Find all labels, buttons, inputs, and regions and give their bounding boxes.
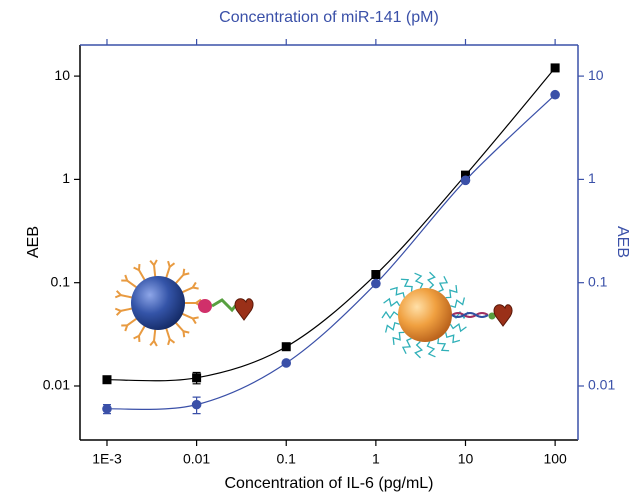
x-tick-label: 0.1 xyxy=(277,451,297,467)
dna-strand xyxy=(450,297,466,309)
y2-axis-label: AEB xyxy=(614,226,631,258)
enzyme xyxy=(493,304,513,327)
antibody xyxy=(192,316,199,320)
data-point xyxy=(460,170,470,180)
dna-strand xyxy=(426,271,436,289)
antibody xyxy=(114,294,122,299)
antibody xyxy=(126,317,138,327)
antibody xyxy=(165,327,171,340)
fit-curve xyxy=(106,67,556,382)
x-tick-label: 100 xyxy=(543,451,567,467)
antibody xyxy=(120,294,133,299)
data-point xyxy=(460,175,471,186)
antibody xyxy=(153,328,157,341)
antibody xyxy=(181,312,194,320)
antibody xyxy=(138,325,146,337)
dna-strand xyxy=(445,284,458,299)
data-point xyxy=(102,404,112,414)
data-point xyxy=(102,375,112,385)
fit-curve xyxy=(106,94,556,410)
data-point xyxy=(281,358,292,368)
dna-strand xyxy=(383,297,401,307)
antibody xyxy=(120,307,133,312)
x-tick-label: 1 xyxy=(372,451,380,467)
y-tick-label: 0.1 xyxy=(51,273,71,289)
antibody xyxy=(138,269,146,281)
y2-tick-label: 0.01 xyxy=(588,377,615,393)
data-point xyxy=(281,342,291,352)
illustration-immunoprobe xyxy=(114,259,254,347)
dna-strand xyxy=(401,337,412,355)
dna-strand xyxy=(384,321,400,333)
y2-tick-label: 0.1 xyxy=(588,273,608,289)
antigen xyxy=(198,299,212,313)
antibody xyxy=(181,286,194,294)
antibody xyxy=(182,268,186,275)
antibody xyxy=(133,266,140,271)
data-point xyxy=(371,278,381,289)
dna-strand xyxy=(381,310,399,320)
data-point xyxy=(550,63,560,73)
antibody xyxy=(195,298,202,304)
data-point xyxy=(191,399,202,410)
antibody xyxy=(124,325,129,332)
dna-strand xyxy=(437,338,450,352)
antibody xyxy=(174,274,185,285)
data-point xyxy=(371,270,381,280)
antibody xyxy=(115,310,122,316)
x-tick-label: 10 xyxy=(458,451,474,467)
antibody xyxy=(167,260,171,268)
antibody xyxy=(149,259,155,266)
y2-tick-label: 1 xyxy=(588,170,596,186)
dna-strand xyxy=(426,341,436,358)
y-tick-label: 0.01 xyxy=(43,377,70,393)
dna-strand xyxy=(445,332,461,344)
linker xyxy=(488,312,496,320)
dna-strand xyxy=(392,331,405,346)
nanoparticle xyxy=(398,288,452,342)
dna-strand xyxy=(414,272,424,289)
antibody xyxy=(165,266,171,279)
data-point xyxy=(192,373,202,383)
y2-tick-label: 10 xyxy=(588,67,604,83)
x-axis-label: Concentration of IL-6 (pg/mL) xyxy=(225,475,434,492)
nanoparticle xyxy=(131,276,185,330)
duplex xyxy=(451,312,489,318)
dna-strand xyxy=(400,278,413,292)
dna-strand xyxy=(414,341,424,359)
dna-strand xyxy=(438,275,449,293)
antibody xyxy=(183,330,190,334)
x-tick-label: 1E-3 xyxy=(92,451,122,467)
x2-axis-label: Concentration of miR-141 (pM) xyxy=(219,9,439,26)
y-tick-label: 10 xyxy=(54,67,70,83)
dna-strand xyxy=(389,286,405,298)
x-tick-label: 0.01 xyxy=(183,451,210,467)
y-tick-label: 1 xyxy=(62,170,70,186)
antibody xyxy=(191,281,197,289)
antibody xyxy=(153,265,157,278)
enzyme xyxy=(234,298,254,321)
duplex xyxy=(451,312,489,318)
data-point xyxy=(550,89,560,100)
y-axis-label: AEB xyxy=(25,226,42,258)
antibody xyxy=(169,338,176,344)
antibody xyxy=(153,340,158,347)
dna-strand xyxy=(449,323,467,333)
illustration-dna-probe xyxy=(381,271,513,359)
antibody xyxy=(126,279,138,289)
antibody xyxy=(174,321,185,332)
